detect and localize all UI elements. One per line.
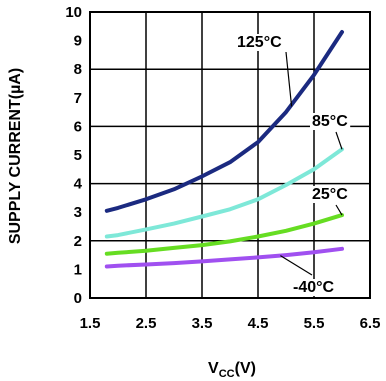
x-axis-label-main: V bbox=[208, 360, 219, 377]
series-label-1: 85°C bbox=[312, 113, 348, 130]
y-tick-label: 9 bbox=[74, 33, 82, 50]
x-axis-label-sub: CC bbox=[219, 368, 235, 380]
series-lines bbox=[104, 30, 344, 269]
series-line-3 bbox=[104, 246, 344, 269]
label-background-2 bbox=[310, 186, 351, 203]
y-tick-label: 8 bbox=[74, 61, 82, 78]
x-tick-label: 6.5 bbox=[360, 315, 381, 332]
label-leader-3 bbox=[280, 255, 313, 276]
series-label-3: -40°C bbox=[293, 279, 335, 296]
series-line-1 bbox=[104, 147, 344, 239]
label-background-3 bbox=[291, 279, 337, 296]
label-leaders bbox=[280, 51, 343, 276]
series-label-2: 25°C bbox=[312, 186, 348, 203]
x-tick-label: 3.5 bbox=[192, 315, 213, 332]
label-background-0 bbox=[235, 34, 285, 51]
x-tick-label: 2.5 bbox=[136, 315, 157, 332]
y-tick-label: 0 bbox=[74, 290, 82, 307]
y-tick-label: 2 bbox=[74, 233, 82, 250]
series-line-2 bbox=[104, 213, 344, 256]
y-tick-label: 3 bbox=[74, 204, 82, 221]
plot-frame bbox=[89, 11, 371, 299]
series-line-0 bbox=[104, 30, 344, 213]
label-leader-2 bbox=[335, 204, 343, 216]
x-axis-label: VCC(V) bbox=[208, 360, 256, 380]
y-tick-label: 10 bbox=[65, 4, 82, 21]
x-tick-label: 5.5 bbox=[304, 315, 325, 332]
y-tick-label: 7 bbox=[74, 90, 82, 107]
y-tick-label: 6 bbox=[74, 118, 82, 135]
tick-labels: 0 1 2 3 4 5 6 7 8 9 10 1.5 2.5 3.5 4.5 5.5 6.5 bbox=[65, 4, 380, 332]
y-tick-label: 1 bbox=[74, 261, 82, 278]
x-tick-label: 4.5 bbox=[248, 315, 269, 332]
series-label-0: 125°C bbox=[237, 34, 282, 51]
series-labels: 125°C 85°C 25°C -40°C bbox=[235, 34, 351, 296]
label-leader-0 bbox=[285, 51, 293, 107]
y-tick-label: 5 bbox=[74, 147, 82, 164]
y-tick-label: 4 bbox=[74, 176, 83, 193]
label-background-1 bbox=[310, 113, 351, 130]
label-leader-1 bbox=[335, 131, 343, 150]
x-tick-label: 1.5 bbox=[80, 315, 101, 332]
x-axis-label-unit: (V) bbox=[235, 360, 256, 377]
y-axis-label: SUPPLY CURRENT(µA) bbox=[7, 68, 24, 244]
